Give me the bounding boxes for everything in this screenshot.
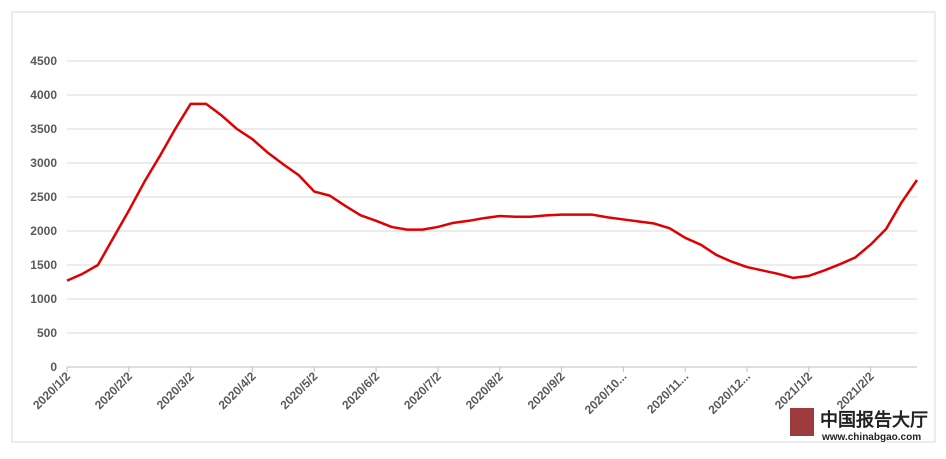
y-tick-label: 3000 xyxy=(30,156,57,170)
y-tick-label: 1000 xyxy=(30,292,57,306)
y-tick-label: 4500 xyxy=(30,54,57,68)
y-tick-label: 4000 xyxy=(30,88,57,102)
watermark-logo xyxy=(790,408,814,436)
watermark-url: www.chinabgao.com xyxy=(821,432,921,443)
y-tick-label: 3500 xyxy=(30,122,57,136)
y-tick-label: 2000 xyxy=(30,224,57,238)
y-tick-label: 2500 xyxy=(30,190,57,204)
watermark-title: 中国报告大厅 xyxy=(820,409,928,430)
y-tick-label: 0 xyxy=(50,360,57,374)
line-series xyxy=(66,102,919,282)
y-tick-label: 1500 xyxy=(30,258,57,272)
chart-frame xyxy=(11,11,936,443)
y-tick-label: 500 xyxy=(37,326,57,340)
